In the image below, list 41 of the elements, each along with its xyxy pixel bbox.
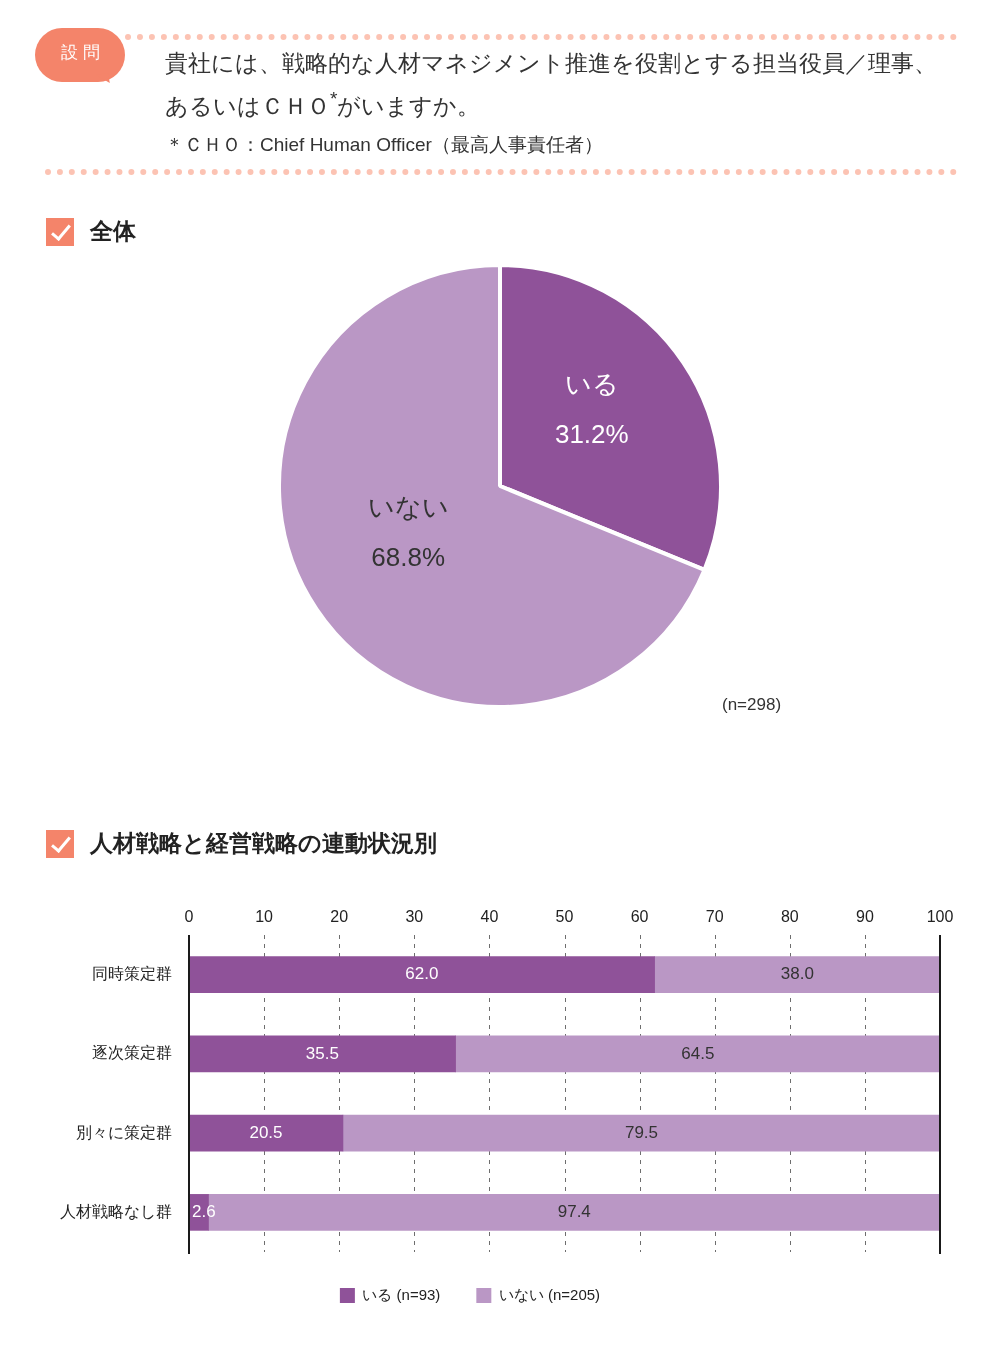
x-tick-label: 50 xyxy=(555,907,574,925)
data-label: 64.5 xyxy=(681,1043,715,1063)
bar xyxy=(189,956,655,993)
chart-title: 全体 xyxy=(90,217,136,246)
x-tick-label: 10 xyxy=(255,907,274,925)
y-tick-label: 人材戦略なし群 xyxy=(60,1202,172,1220)
bar xyxy=(189,1035,456,1073)
data-label: 79.5 xyxy=(624,1122,659,1142)
data-label: 35.5 xyxy=(305,1043,339,1063)
x-tick-label: 100 xyxy=(926,907,954,925)
legend-label: いる (n=93) xyxy=(362,1285,441,1303)
text: 貴社には、戦略的な人材マネジメント推進を役割とする担当役員／理事、あるいはＣＨＯ$^{*}$がいますか。 xyxy=(165,49,938,121)
data-label: 62.0 xyxy=(405,964,439,984)
x-tick-label: 30 xyxy=(405,907,424,925)
x-tick-label: 0 xyxy=(184,907,194,925)
bar xyxy=(455,1035,940,1073)
slice-label: いる xyxy=(564,368,619,399)
chart-title: 人材戦略と経営戦略の連動状況別 xyxy=(90,829,437,858)
bar xyxy=(342,1114,940,1152)
data-label: 20.5 xyxy=(249,1122,283,1142)
text: 設問 xyxy=(59,42,106,64)
x-tick-label: 80 xyxy=(780,907,799,925)
data-label: 68.8% xyxy=(371,541,446,572)
data-label: 38.0 xyxy=(780,964,814,984)
data-label: 2.6 xyxy=(192,1202,216,1222)
x-tick-label: 60 xyxy=(630,907,649,925)
bar xyxy=(654,956,940,993)
slice-label: いない xyxy=(367,491,449,522)
text: (n=298) xyxy=(722,694,782,716)
data-label: 31.2% xyxy=(554,418,629,449)
x-tick-label: 40 xyxy=(480,907,499,925)
text: ＊ＣＨＯ：Chief Human Officer（最高人事責任者） xyxy=(165,133,603,157)
y-tick-label: 同時策定群 xyxy=(92,965,172,983)
data-label: 97.4 xyxy=(557,1202,591,1222)
y-tick-label: 逐次策定群 xyxy=(92,1044,172,1062)
x-tick-label: 90 xyxy=(856,907,874,925)
legend-label: いない (n=205) xyxy=(498,1285,601,1303)
x-tick-label: 70 xyxy=(705,907,724,925)
x-tick-label: 20 xyxy=(330,907,349,925)
bar xyxy=(189,1114,344,1152)
y-tick-label: 別々に策定群 xyxy=(76,1123,172,1141)
